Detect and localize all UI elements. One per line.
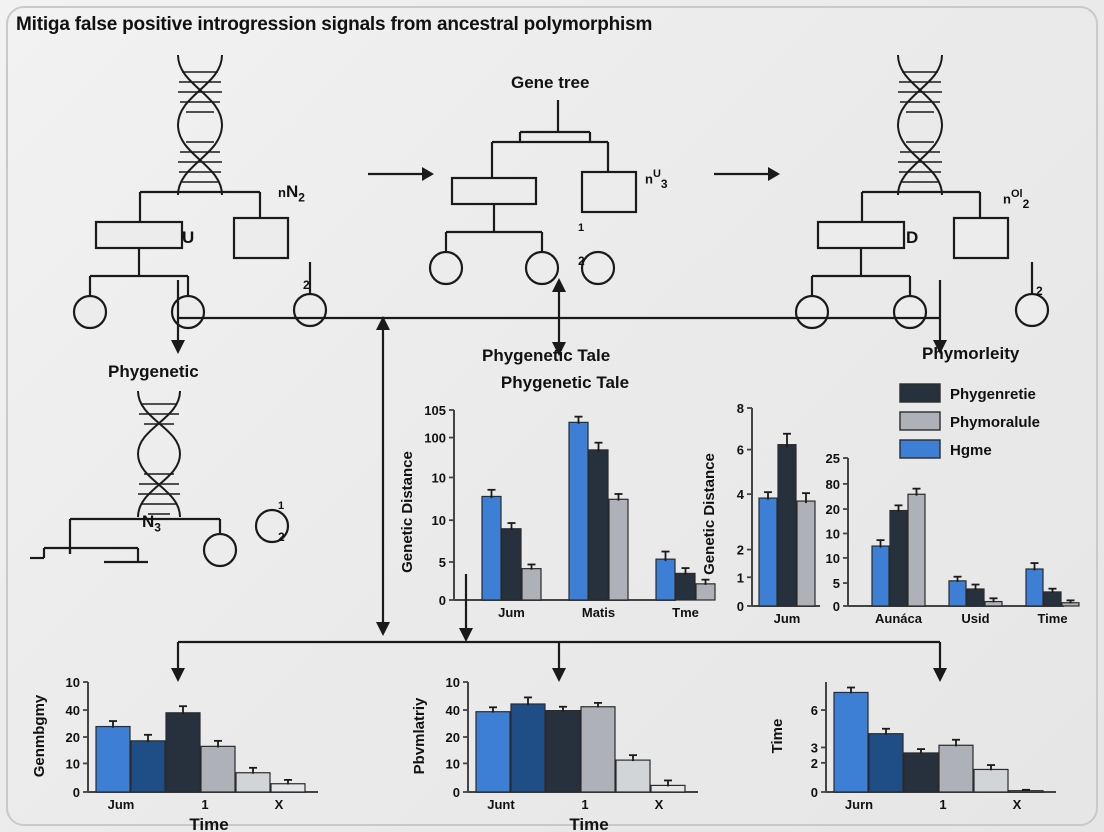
legend-label: Phymoralule [950,414,1040,431]
phylo-free-leaf-sub: 2 [278,530,285,544]
y-tick-label: 8 [737,401,744,416]
chart-legend: Phygenretie Phymoralule Hgme [899,378,1100,464]
x-tick-label: X [275,797,284,812]
y-tick-label: 100 [424,431,446,446]
y-tick-label: 40 [66,703,80,718]
x-axis-title: Time [569,815,608,832]
x-axis-title: Time [189,815,228,832]
right-chart-b: 0 5 10 10 20 80 25 Aunáca Usid Time [806,424,1080,626]
phylogenetic-diagram [30,386,350,568]
arrow-left-to-middle [366,163,436,185]
y-tick-label: 10 [66,756,80,771]
top-middle-n-label: nU3 [645,168,668,192]
y-tick-label: 10 [446,756,460,771]
y-tick-label: 20 [66,730,80,745]
y-tick-label: 6 [811,703,818,718]
connector-vertical-bidirectional [372,316,394,636]
x-tick-label: Time [1037,611,1067,626]
y-tick-label: 80 [826,477,840,492]
bottom-right-chart: 0 2 3 6 Jurn 1 X Time [756,664,1086,832]
x-tick-label: Matis [582,605,615,620]
y-tick-label: 10 [432,513,446,528]
top-left-n-label: nN2 [278,182,305,205]
x-tick-label: Jum [498,605,525,620]
phylo-free-leaf [252,506,292,546]
chart-title: Phygenetic Tale [501,373,629,392]
y-tick-label: 0 [453,785,460,800]
x-tick-label: Junt [487,797,515,812]
y-axis-title: Time [769,719,786,754]
y-tick-label: 2 [737,543,744,558]
y-tick-label: 40 [446,703,460,718]
x-tick-label: Usid [961,611,989,626]
top-left-species-tree [60,50,390,330]
dna-helix-icon [176,54,224,196]
x-tick-label: Jum [108,797,135,812]
x-tick-label: Aunáca [875,611,923,626]
y-tick-label: 10 [432,470,446,485]
connector-bus-top [150,278,970,356]
x-tick-label: 1 [201,797,208,812]
top-left-panel-label: U [182,228,195,247]
heading-phymorleity: Phymorleity [922,344,1020,363]
y-tick-label: 5 [439,555,446,570]
top-right-n-label: nOl2 [1003,188,1030,212]
y-tick-label: 10 [826,551,840,566]
phylo-node-label: N3 [142,512,161,535]
x-tick-label: 1 [581,797,588,812]
y-tick-label: 3 [811,740,818,755]
y-tick-label: 20 [826,502,840,517]
y-tick-label: 10 [826,526,840,541]
bottom-middle-chart: 0 10 20 40 10 Junt 1 X Pbvmlatriy Time [398,664,728,832]
legend-label: Phygenretie [950,386,1036,403]
y-tick-label: 10 [446,675,460,690]
y-tick-label: 105 [424,403,446,418]
y-tick-label: 0 [811,785,818,800]
y-axis-title: Genetic Distance [399,451,416,573]
y-tick-label: 0 [737,599,744,614]
top-middle-leaf-sup: 1 [578,222,585,234]
connector-bus-bottom [150,574,970,684]
dna-helix-icon [136,390,182,518]
top-right-panel-label: D [906,228,919,247]
top-left-leaf-sub: 2 [303,278,310,292]
gene-tree-heading: Gene tree [511,73,590,92]
right-chart-a: 0 1 2 4 6 8 Jum Genetic Distance [700,374,830,626]
heading-phygenetic: Phygenetic [108,362,199,381]
top-right-species-tree [790,50,1104,330]
y-tick-label: 6 [737,443,744,458]
x-tick-label: Jum [774,611,801,626]
y-tick-label: 5 [833,576,840,591]
y-tick-label: 1 [737,570,744,585]
arrow-middle-to-right [712,163,782,185]
y-tick-label: 4 [737,487,745,502]
y-tick-label: 20 [446,730,460,745]
x-tick-label: Tme [672,605,699,620]
middle-chart: 0 5 10 10 100 105 Jum Matis Tme Phygenetic Tale Ge… [396,372,716,632]
heading-phygenetic-tale: Phygenetic Tale [482,346,611,365]
top-middle-leaf-sub: 2 [578,254,585,268]
top-right-leaf-sub: 2 [1036,284,1043,298]
y-axis-title: Genmbgmy [31,694,48,777]
y-tick-label: 0 [439,593,446,608]
y-tick-label: 0 [833,599,840,614]
x-tick-label: 1 [939,797,946,812]
x-tick-label: X [1013,797,1022,812]
y-axis-title: Pbvmlatriy [411,697,428,774]
bottom-left-chart: 0 10 20 40 10 Jum 1 X Genmbgmy Time [18,664,348,832]
figure-title: Mitiga false positive introgression sign… [16,14,653,35]
top-middle-gene-tree [428,100,730,310]
y-axis-title: Genetic Distance [701,453,718,575]
y-tick-label: 10 [66,675,80,690]
y-tick-label: 2 [811,756,818,771]
y-tick-label: 0 [73,785,80,800]
phylo-free-leaf-sup: 1 [278,500,285,512]
y-tick-label: 25 [826,451,840,466]
x-tick-label: Jurn [845,797,873,812]
legend-label: Hgme [950,442,992,459]
dna-helix-icon [896,54,944,196]
x-tick-label: X [655,797,664,812]
